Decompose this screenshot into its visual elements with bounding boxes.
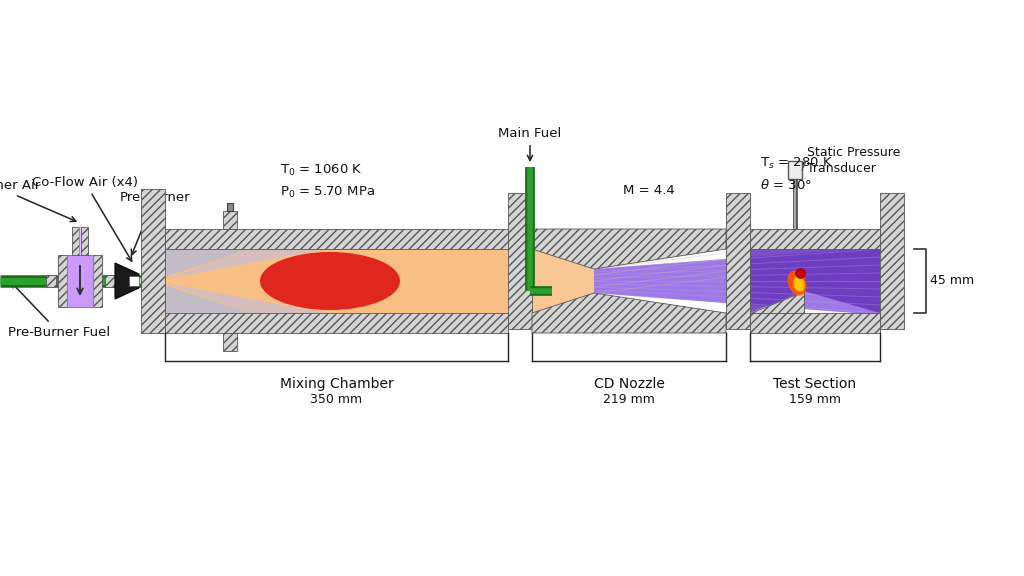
Bar	[141, 189, 165, 333]
Polygon shape	[165, 283, 325, 313]
Polygon shape	[750, 249, 880, 313]
Text: Main Fuel: Main Fuel	[499, 127, 561, 161]
Bar	[165, 229, 508, 249]
Polygon shape	[165, 249, 325, 279]
Text: 159 mm: 159 mm	[790, 393, 841, 406]
Polygon shape	[115, 263, 139, 299]
Bar	[880, 193, 904, 329]
Text: Pre-Burner Fuel: Pre-Burner Fuel	[8, 282, 111, 339]
Text: CD Nozzle: CD Nozzle	[594, 377, 665, 391]
Text: T$_s$ = 280 K: T$_s$ = 280 K	[760, 156, 834, 171]
Polygon shape	[532, 293, 726, 333]
Polygon shape	[165, 285, 250, 313]
Bar	[223, 333, 237, 351]
Text: 219 mm: 219 mm	[603, 393, 655, 406]
Bar	[750, 229, 880, 249]
Bar	[508, 193, 532, 329]
Text: Pre-Burner Air: Pre-Burner Air	[0, 179, 76, 222]
Text: Pre-Burner: Pre-Burner	[120, 191, 190, 255]
Polygon shape	[165, 249, 250, 277]
Bar	[67, 255, 93, 307]
Bar	[788, 161, 802, 179]
Text: M = 4.4: M = 4.4	[624, 184, 675, 197]
Bar	[227, 203, 233, 211]
Bar	[750, 313, 880, 333]
Text: P$_0$ = 5.70 MPa: P$_0$ = 5.70 MPa	[280, 185, 375, 200]
Polygon shape	[594, 247, 880, 315]
Text: T$_0$ = 1060 K: T$_0$ = 1060 K	[280, 163, 362, 178]
Bar	[137, 277, 141, 285]
Text: 45 mm: 45 mm	[930, 275, 974, 287]
Bar	[58, 255, 67, 307]
Text: Mixing Chamber: Mixing Chamber	[280, 377, 393, 391]
Bar	[165, 313, 508, 333]
Ellipse shape	[260, 252, 400, 310]
Text: 350 mm: 350 mm	[310, 393, 362, 406]
Text: Static Pressure
Transducer: Static Pressure Transducer	[807, 146, 900, 176]
Bar	[165, 249, 508, 313]
Text: $\theta$ = 30°: $\theta$ = 30°	[760, 178, 812, 192]
Bar	[129, 276, 139, 286]
Bar	[46, 275, 56, 287]
Text: Test Section: Test Section	[773, 377, 856, 391]
Polygon shape	[532, 229, 726, 269]
Bar	[105, 275, 115, 287]
Bar	[726, 193, 750, 329]
Bar	[72, 227, 79, 255]
Bar	[223, 211, 237, 229]
Polygon shape	[750, 291, 804, 313]
Bar	[81, 227, 88, 255]
Bar	[93, 255, 102, 307]
Ellipse shape	[787, 270, 807, 295]
Text: Co-Flow Air (x4): Co-Flow Air (x4)	[32, 176, 138, 261]
Polygon shape	[532, 249, 594, 313]
Bar	[79, 227, 81, 255]
Ellipse shape	[794, 276, 805, 292]
